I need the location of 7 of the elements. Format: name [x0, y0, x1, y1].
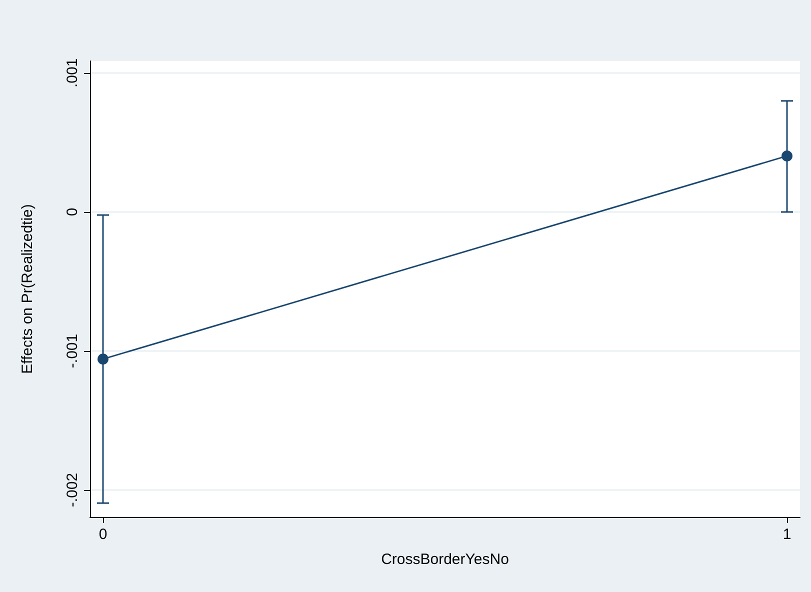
- y-tick-label: .001: [64, 58, 81, 88]
- x-axis-title: CrossBorderYesNo: [381, 551, 509, 568]
- y-axis-title: Effects on Pr(Realizedtie): [19, 204, 36, 374]
- y-tick-label: -.001: [64, 334, 81, 368]
- y-tick-label: -.002: [64, 472, 81, 508]
- y-tick-label: 0: [64, 208, 81, 216]
- x-tick-label: 1: [782, 526, 792, 543]
